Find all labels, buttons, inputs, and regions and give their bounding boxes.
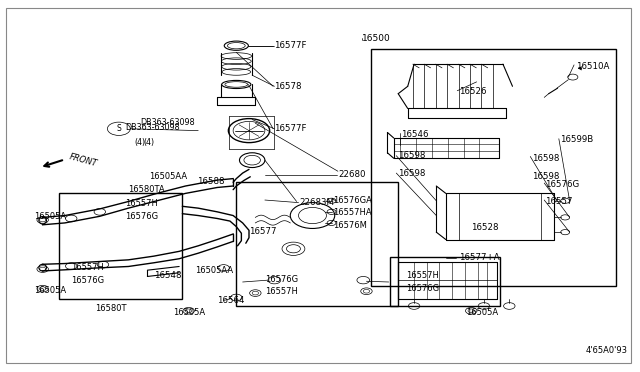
Text: 16580TA: 16580TA <box>129 185 165 194</box>
Text: 16578: 16578 <box>275 82 302 91</box>
Text: 16510A: 16510A <box>576 61 609 71</box>
Text: 16576GA: 16576GA <box>333 196 372 205</box>
Bar <box>390 257 500 306</box>
Text: 16576G: 16576G <box>125 212 158 221</box>
Text: 16505A: 16505A <box>35 212 67 221</box>
Text: 16577: 16577 <box>249 227 276 235</box>
Text: 16505AA: 16505AA <box>195 266 233 275</box>
Text: 16557H: 16557H <box>406 271 439 280</box>
Text: 16557HA: 16557HA <box>333 208 372 217</box>
Text: 16557H: 16557H <box>265 288 298 296</box>
Text: DB363-63098: DB363-63098 <box>140 118 195 127</box>
Text: 16564: 16564 <box>217 296 244 305</box>
Text: 16599B: 16599B <box>560 135 593 144</box>
Text: 22680: 22680 <box>338 170 365 179</box>
Text: FRONT: FRONT <box>68 152 98 168</box>
Bar <box>58 193 182 299</box>
Text: 16500: 16500 <box>362 34 391 43</box>
Text: 16598: 16598 <box>397 151 425 160</box>
Bar <box>236 182 398 306</box>
Text: 16576G: 16576G <box>265 275 298 283</box>
Text: DB363-63098: DB363-63098 <box>125 123 180 132</box>
Text: 16528: 16528 <box>471 223 499 232</box>
Text: 22683M: 22683M <box>300 198 335 207</box>
Text: 16557: 16557 <box>545 197 573 206</box>
Text: 16598: 16598 <box>532 172 559 181</box>
Text: 16546: 16546 <box>401 130 429 139</box>
Text: 16580T: 16580T <box>95 304 127 313</box>
Text: 16576M: 16576M <box>333 221 367 230</box>
Text: 16505A: 16505A <box>35 286 67 295</box>
Text: 16548: 16548 <box>154 271 181 280</box>
Text: 16576G: 16576G <box>545 180 580 189</box>
Text: (4): (4) <box>143 138 155 147</box>
Text: 16577F: 16577F <box>275 41 307 50</box>
Text: 4'65A0'93: 4'65A0'93 <box>586 346 627 355</box>
Text: 16598: 16598 <box>397 169 425 177</box>
Text: 16557H: 16557H <box>125 199 158 208</box>
Bar <box>371 49 616 286</box>
Text: 16576G: 16576G <box>406 284 440 293</box>
Text: 16577F: 16577F <box>275 124 307 133</box>
Text: 16505AA: 16505AA <box>148 171 187 180</box>
Text: 16505A: 16505A <box>466 308 499 317</box>
Text: 16577+A: 16577+A <box>458 253 499 263</box>
Text: 16588: 16588 <box>197 177 225 186</box>
Text: 16557H: 16557H <box>71 263 104 272</box>
Text: 16576G: 16576G <box>71 276 104 285</box>
Text: 16505A: 16505A <box>173 308 205 317</box>
Text: (4): (4) <box>134 138 146 147</box>
Text: 16598: 16598 <box>532 154 559 163</box>
Text: S: S <box>116 124 121 133</box>
Text: 16526: 16526 <box>458 87 486 96</box>
